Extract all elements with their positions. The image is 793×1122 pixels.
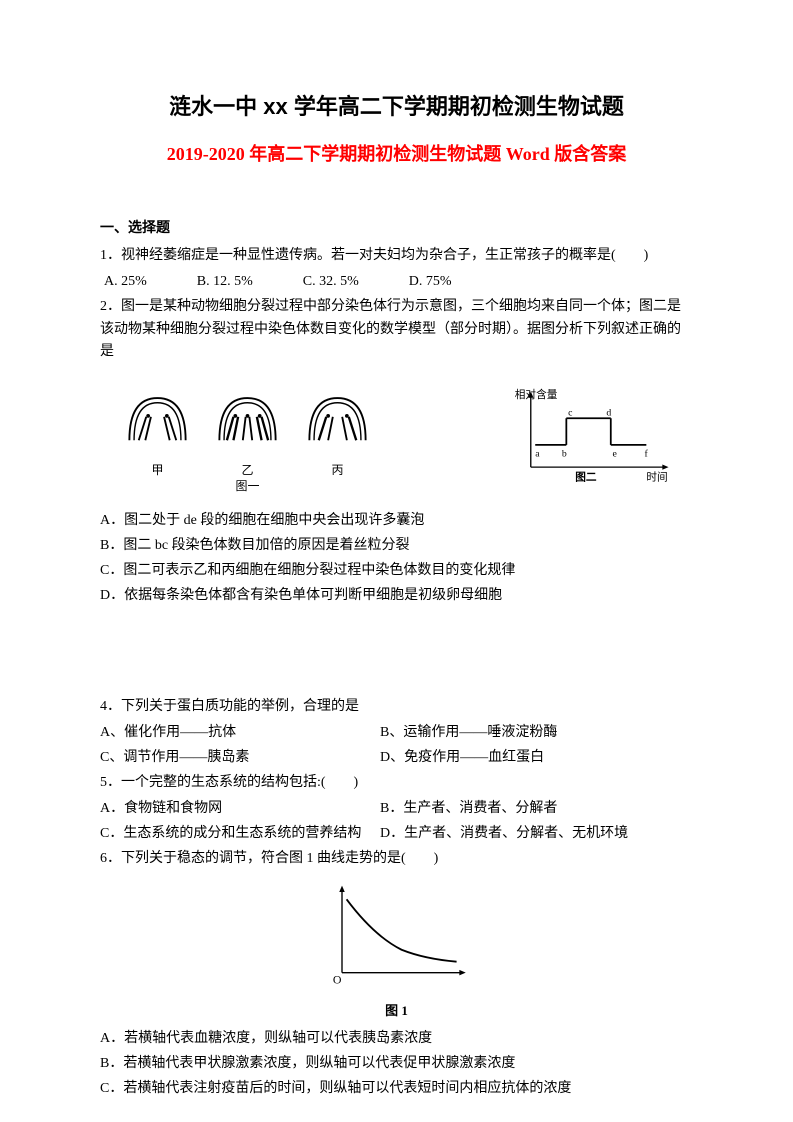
cell-diagram-bing: 丙 — [300, 384, 375, 479]
question-1-text: 1．视神经萎缩症是一种显性遗传病。若一对夫妇均为杂合子，生正常孩子的概率是( ) — [100, 245, 693, 267]
q2-opt-d: D．依据每条染色体都含有染色单体可判断甲细胞是初级卵母细胞 — [100, 585, 693, 606]
svg-text:a: a — [535, 448, 540, 459]
svg-text:b: b — [562, 448, 567, 459]
cell-bing-label: 丙 — [331, 461, 343, 479]
q4-opt-b: B、运输作用——唾液淀粉酶 — [380, 722, 557, 743]
figure-row: 甲 乙 — [100, 384, 693, 495]
q2-opt-c: C．图二可表示乙和丙细胞在细胞分裂过程中染色体数目的变化规律 — [100, 560, 693, 581]
question-6-text: 6．下列关于稳态的调节，符合图 1 曲线走势的是( ) — [100, 848, 693, 870]
svg-text:时间: 时间 — [646, 470, 667, 483]
decline-curve-icon: O — [317, 881, 477, 991]
q2-opt-a: A．图二处于 de 段的细胞在细胞中央会出现许多囊泡 — [100, 510, 693, 531]
q1-opt-d: D. 75% — [409, 271, 452, 292]
q4-row2: C、调节作用——胰岛素 D、免疫作用——血红蛋白 — [100, 747, 693, 768]
cell-yi-icon — [210, 384, 285, 459]
q5-opt-b: B．生产者、消费者、分解者 — [380, 798, 557, 819]
q5-opt-c: C．生态系统的成分和生态系统的营养结构 — [100, 823, 380, 844]
cell-bing-icon — [300, 384, 375, 459]
q1-opt-b: B. 12. 5% — [197, 271, 253, 292]
q5-opt-d: D．生产者、消费者、分解者、无机环境 — [380, 823, 628, 844]
q4-opt-d: D、免疫作用——血红蛋白 — [380, 747, 544, 768]
document-subtitle: 2019-2020 年高二下学期期初检测生物试题 Word 版含答案 — [100, 141, 693, 168]
q4-opt-a: A、催化作用——抗体 — [100, 722, 380, 743]
q5-opt-a: A．食物链和食物网 — [100, 798, 380, 819]
step-graph: a b c d e f 相对含量 时间 图二 — [513, 386, 673, 493]
svg-text:e: e — [613, 448, 617, 459]
q5-row1: A．食物链和食物网 B．生产者、消费者、分解者 — [100, 798, 693, 819]
q6-opt-a: A．若横轴代表血糖浓度，则纵轴可以代表胰岛素浓度 — [100, 1028, 693, 1049]
svg-text:d: d — [606, 407, 611, 418]
q1-opt-a: A. 25% — [104, 271, 147, 292]
question-4-text: 4．下列关于蛋白质功能的举例，合理的是 — [100, 696, 693, 718]
svg-text:c: c — [568, 407, 573, 418]
step-graph-icon: a b c d e f 相对含量 时间 图二 — [513, 386, 673, 486]
fig1-label: 图 1 — [100, 1001, 693, 1021]
question-1-options: A. 25% B. 12. 5% C. 32. 5% D. 75% — [104, 271, 693, 292]
svg-text:f: f — [645, 448, 649, 459]
q1-opt-c: C. 32. 5% — [303, 271, 359, 292]
cell-diagram-jia: 甲 — [120, 384, 195, 479]
q4-row1: A、催化作用——抗体 B、运输作用——唾液淀粉酶 — [100, 722, 693, 743]
cell-jia-label: 甲 — [151, 461, 163, 479]
q5-row2: C．生态系统的成分和生态系统的营养结构 D．生产者、消费者、分解者、无机环境 — [100, 823, 693, 844]
cell-yi-label: 乙 — [241, 461, 253, 479]
document-title: 涟水一中 xx 学年高二下学期期初检测生物试题 — [100, 90, 693, 123]
section-header: 一、选择题 — [100, 218, 693, 239]
graph-fig1: O — [100, 881, 693, 991]
question-2-text: 2．图一是某种动物细胞分裂过程中部分染色体行为示意图，三个细胞均来自同一个体；图… — [100, 296, 693, 363]
cell-jia-icon — [120, 384, 195, 459]
question-5-text: 5．一个完整的生态系统的结构包括:( ) — [100, 772, 693, 794]
svg-text:图二: 图二 — [575, 471, 597, 483]
q2-opt-b: B．图二 bc 段染色体数目加倍的原因是着丝粒分裂 — [100, 535, 693, 556]
q6-opt-b: B．若横轴代表甲状腺激素浓度，则纵轴可以代表促甲状腺激素浓度 — [100, 1053, 693, 1074]
cell-diagram-yi: 乙 — [210, 384, 285, 479]
svg-text:相对含量: 相对含量 — [515, 387, 558, 400]
q6-opt-c: C．若横轴代表注射疫苗后的时间，则纵轴可以代表短时间内相应抗体的浓度 — [100, 1078, 693, 1099]
cells-figure-group: 甲 乙 — [120, 384, 375, 495]
fig1-group-label: 图一 — [120, 477, 375, 495]
q4-opt-c: C、调节作用——胰岛素 — [100, 747, 380, 768]
svg-text:O: O — [332, 972, 341, 986]
